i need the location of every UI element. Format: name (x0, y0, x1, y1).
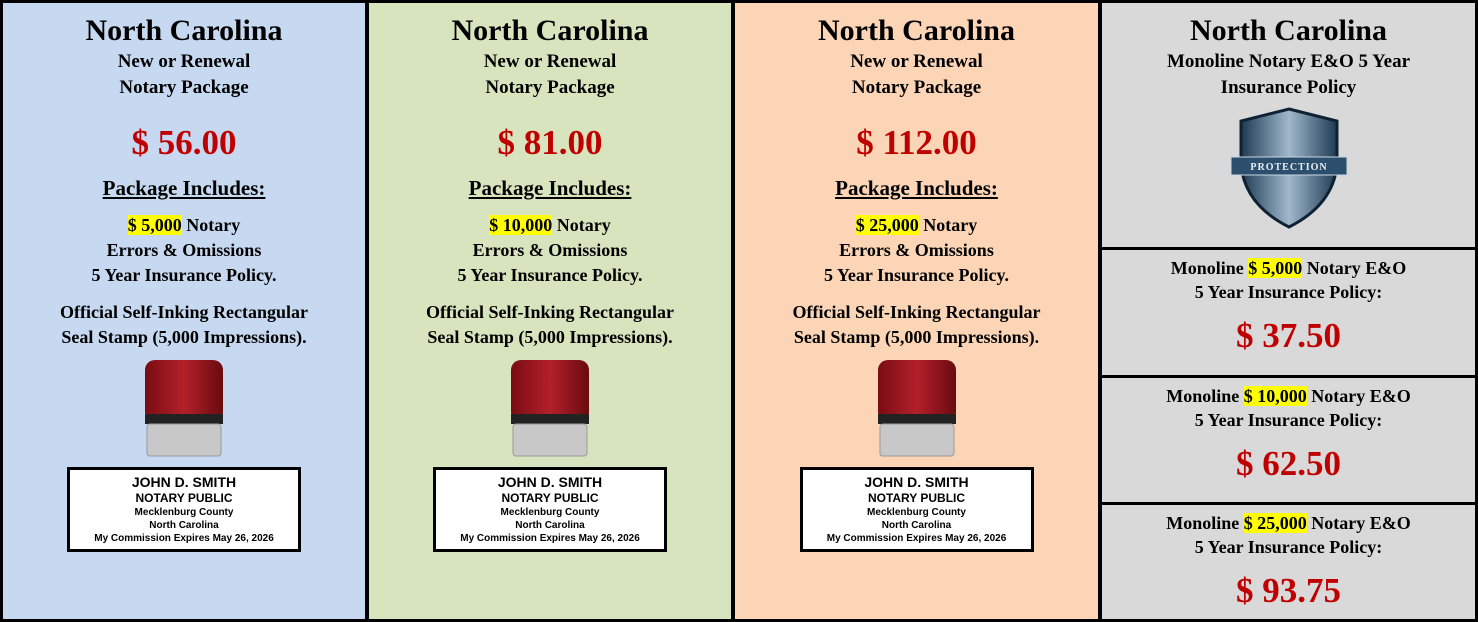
seal-line: North Carolina (436, 519, 664, 532)
seal-line: JOHN D. SMITH (436, 474, 664, 491)
option-line: Monoline $ 10,000 Notary E&O (1166, 384, 1411, 408)
seal-line: JOHN D. SMITH (70, 474, 298, 491)
stamp-line: Seal Stamp (5,000 Impressions). (60, 325, 308, 350)
coverage-text: Notary (923, 215, 977, 235)
seal-line: NOTARY PUBLIC (70, 491, 298, 506)
pricing-table: North CarolinaNew or RenewalNotary Packa… (0, 0, 1478, 622)
option-price: $ 37.50 (1236, 316, 1341, 356)
seal-line: My Commission Expires May 26, 2026 (803, 532, 1031, 545)
includes-heading: Package Includes: (835, 175, 998, 201)
coverage-amount: $ 25,000 (856, 215, 919, 235)
shield-label: PROTECTION (1250, 162, 1327, 173)
package-subtitle: New or Renewal (850, 49, 983, 75)
option-price: $ 93.75 (1236, 571, 1341, 611)
option-suffix: Notary E&O (1311, 513, 1410, 533)
package-subtitle: New or Renewal (118, 49, 251, 75)
stamp-line: Official Self-Inking Rectangular (60, 300, 308, 325)
coverage-line: $ 10,000 Notary (489, 213, 610, 238)
option-line: 5 Year Insurance Policy: (1195, 408, 1382, 432)
stamp-image (139, 356, 229, 461)
seal-line: Mecklenburg County (436, 506, 664, 519)
package-subtitle: Notary Package (852, 75, 981, 101)
stamp-line: Seal Stamp (5,000 Impressions). (793, 325, 1041, 350)
option-prefix: Monoline (1166, 386, 1239, 406)
package-price: $ 112.00 (856, 123, 977, 163)
coverage-text: Notary (557, 215, 611, 235)
option-line: Monoline $ 5,000 Notary E&O (1171, 256, 1407, 280)
monoline-subtitle: Insurance Policy (1221, 75, 1357, 101)
coverage-text: Notary (186, 215, 240, 235)
option-suffix: Notary E&O (1311, 386, 1410, 406)
package-title: North Carolina (818, 13, 1015, 49)
package-subtitle: Notary Package (485, 75, 614, 101)
coverage-line: $ 25,000 Notary (856, 213, 977, 238)
seal-line: My Commission Expires May 26, 2026 (70, 532, 298, 545)
coverage-amount: $ 5,000 (128, 215, 182, 235)
coverage-line: Errors & Omissions (839, 238, 994, 263)
seal-line: JOHN D. SMITH (803, 474, 1031, 491)
monoline-title: North Carolina (1190, 13, 1387, 49)
seal-line: NOTARY PUBLIC (436, 491, 664, 506)
coverage-line: Errors & Omissions (473, 238, 628, 263)
seal-line: My Commission Expires May 26, 2026 (436, 532, 664, 545)
option-amount: $ 5,000 (1248, 258, 1302, 278)
coverage-amount: $ 10,000 (489, 215, 552, 235)
seal-line: Mecklenburg County (70, 506, 298, 519)
stamp-line: Official Self-Inking Rectangular (793, 300, 1041, 325)
shield-icon: PROTECTION (1229, 105, 1349, 230)
monoline-subtitle: Monoline Notary E&O 5 Year (1167, 49, 1410, 75)
coverage-line: 5 Year Insurance Policy. (824, 263, 1009, 288)
coverage-line: $ 5,000 Notary (128, 213, 240, 238)
option-line: Monoline $ 25,000 Notary E&O (1166, 511, 1411, 535)
option-price: $ 62.50 (1236, 444, 1341, 484)
option-line: 5 Year Insurance Policy: (1195, 535, 1382, 559)
stamp-line: Official Self-Inking Rectangular (426, 300, 674, 325)
stamp-image (505, 356, 595, 461)
stamp-image (872, 356, 962, 461)
includes-heading: Package Includes: (469, 175, 632, 201)
seal-line: North Carolina (803, 519, 1031, 532)
option-suffix: Notary E&O (1307, 258, 1406, 278)
coverage-line: 5 Year Insurance Policy. (458, 263, 643, 288)
coverage-line: Errors & Omissions (107, 238, 262, 263)
seal-line: Mecklenburg County (803, 506, 1031, 519)
seal-line: North Carolina (70, 519, 298, 532)
package-price: $ 81.00 (498, 123, 603, 163)
package-price: $ 56.00 (132, 123, 237, 163)
option-prefix: Monoline (1171, 258, 1244, 278)
option-prefix: Monoline (1166, 513, 1239, 533)
stamp-line: Seal Stamp (5,000 Impressions). (426, 325, 674, 350)
option-amount: $ 25,000 (1244, 513, 1307, 533)
option-amount: $ 10,000 (1244, 386, 1307, 406)
option-line: 5 Year Insurance Policy: (1195, 280, 1382, 304)
package-title: North Carolina (452, 13, 649, 49)
package-subtitle: Notary Package (119, 75, 248, 101)
package-title: North Carolina (86, 13, 283, 49)
package-subtitle: New or Renewal (484, 49, 617, 75)
seal-line: NOTARY PUBLIC (803, 491, 1031, 506)
includes-heading: Package Includes: (103, 175, 266, 201)
coverage-line: 5 Year Insurance Policy. (92, 263, 277, 288)
